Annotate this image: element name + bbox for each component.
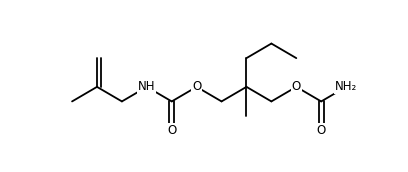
- Text: O: O: [292, 80, 301, 93]
- Text: NH₂: NH₂: [335, 80, 357, 93]
- Text: O: O: [192, 80, 201, 93]
- Text: NH: NH: [138, 80, 155, 93]
- Text: O: O: [167, 124, 176, 137]
- Text: O: O: [317, 124, 326, 137]
